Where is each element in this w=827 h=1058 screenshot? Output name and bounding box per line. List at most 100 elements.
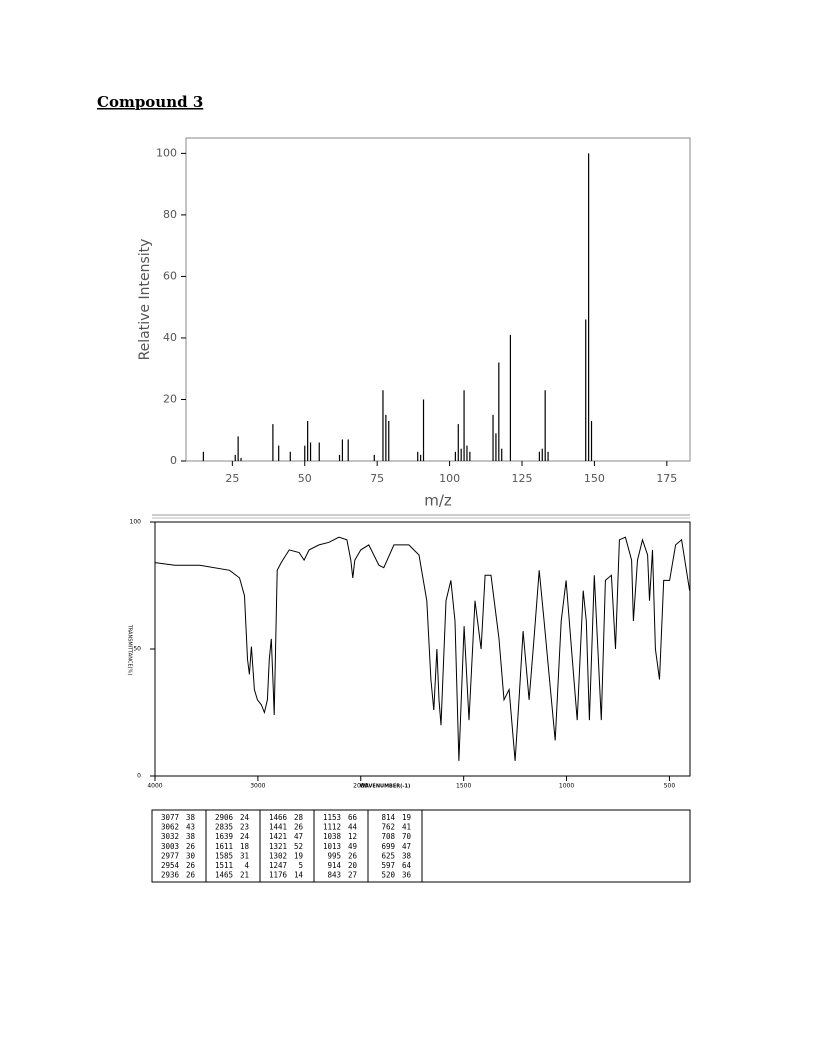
table-cell: 1466 [269,813,288,822]
table-cell: 26 [186,842,196,851]
y-tick-label: 40 [163,331,177,344]
table-cell: 38 [186,832,196,841]
table-cell: 3077 [161,813,179,822]
y-tick-label: 100 [156,146,177,159]
table-cell: 1302 [269,851,287,860]
table-cell: 38 [186,813,196,822]
table-cell: 26 [186,871,196,880]
x-tick-label: 4000 [147,783,162,790]
x-tick-label: 100 [439,472,460,485]
table-cell: 3032 [161,832,179,841]
table-cell: 19 [402,813,411,822]
table-cell: 21 [240,871,249,880]
table-frame [151,809,691,883]
x-axis-label: WAVENUMBER(-1) [360,784,411,790]
table-cell: 699 [381,842,395,851]
x-tick-label: 500 [664,783,676,790]
x-tick-label: 50 [298,472,312,485]
table-cell: 19 [294,851,303,860]
table-cell: 1465 [215,871,233,880]
table-cell: 914 [327,861,341,870]
table-cell: 5 [298,861,303,870]
table-cell: 26 [186,861,196,870]
table-cell: 70 [402,832,412,841]
table-cell: 2835 [215,823,233,832]
table-cell: 1247 [269,861,287,870]
table-cell: 30 [186,851,196,860]
table-cell: 14 [294,871,304,880]
y-axis-label: TRANSMITTANCE(%) [127,624,133,676]
table-cell: 43 [186,823,195,832]
table-cell: 41 [402,823,411,832]
table-cell: 31 [240,851,249,860]
plot-frame [185,137,691,462]
x-tick-label: 25 [225,472,239,485]
x-tick-label: 1500 [456,783,471,790]
y-tick-label: 80 [163,208,177,221]
table-cell: 1611 [215,842,233,851]
table-cell: 47 [294,832,303,841]
table-cell: 47 [402,842,411,851]
x-tick-label: 75 [370,472,384,485]
table-cell: 1511 [215,861,233,870]
table-cell: 38 [402,851,412,860]
table-cell: 3003 [161,842,179,851]
table-cell: 708 [381,832,395,841]
table-cell: 24 [240,813,250,822]
table-cell: 520 [381,871,395,880]
table-cell: 1639 [215,832,233,841]
y-tick-label: 60 [163,269,177,282]
x-tick-label: 125 [512,472,533,485]
table-cell: 23 [240,823,249,832]
table-cell: 1176 [269,871,288,880]
y-tick-label: 20 [163,392,177,405]
table-cell: 64 [402,861,412,870]
x-tick-label: 1000 [559,783,574,790]
x-tick-label: 3000 [250,783,265,790]
table-cell: 49 [348,842,357,851]
plot-frame [154,521,691,777]
table-cell: 12 [348,832,357,841]
x-tick-label: 175 [656,472,677,485]
table-cell: 24 [240,832,250,841]
table-cell: 1153 [323,813,341,822]
x-tick-label: 2000 [353,783,368,790]
y-axis-label: Relative Intensity [137,239,153,361]
table-cell: 995 [327,851,341,860]
y-tick-label: 50 [133,646,141,653]
table-cell: 843 [327,871,341,880]
table-cell: 625 [381,851,395,860]
table-cell: 1112 [323,823,341,832]
table-cell: 597 [381,861,395,870]
spectrum-line [154,536,691,761]
x-tick-label: 150 [584,472,605,485]
table-cell: 2977 [161,851,179,860]
table-cell: 26 [294,823,304,832]
table-cell: 3062 [161,823,179,832]
table-cell: 2954 [161,861,180,870]
table-cell: 1421 [269,832,287,841]
table-cell: 2906 [215,813,234,822]
table-cell: 2936 [161,871,180,880]
page-title: Compound 3 [97,93,203,111]
table-cell: 814 [381,813,395,822]
table-cell: 762 [381,823,395,832]
table-cell: 36 [402,871,412,880]
table-cell: 1585 [215,851,233,860]
table-cell: 4 [244,861,249,870]
table-cell: 52 [294,842,303,851]
table-cell: 26 [348,851,358,860]
table-cell: 1013 [323,842,341,851]
table-cell: 66 [348,813,358,822]
table-cell: 18 [240,842,250,851]
table-cell: 27 [348,871,357,880]
table-cell: 28 [294,813,304,822]
y-tick-label: 0 [170,454,177,467]
table-cell: 1038 [323,832,342,841]
x-axis-label: m/z [424,492,452,510]
y-tick-label: 0 [137,773,141,780]
table-cell: 44 [348,823,358,832]
y-tick-label: 100 [130,519,142,526]
table-cell: 1321 [269,842,287,851]
